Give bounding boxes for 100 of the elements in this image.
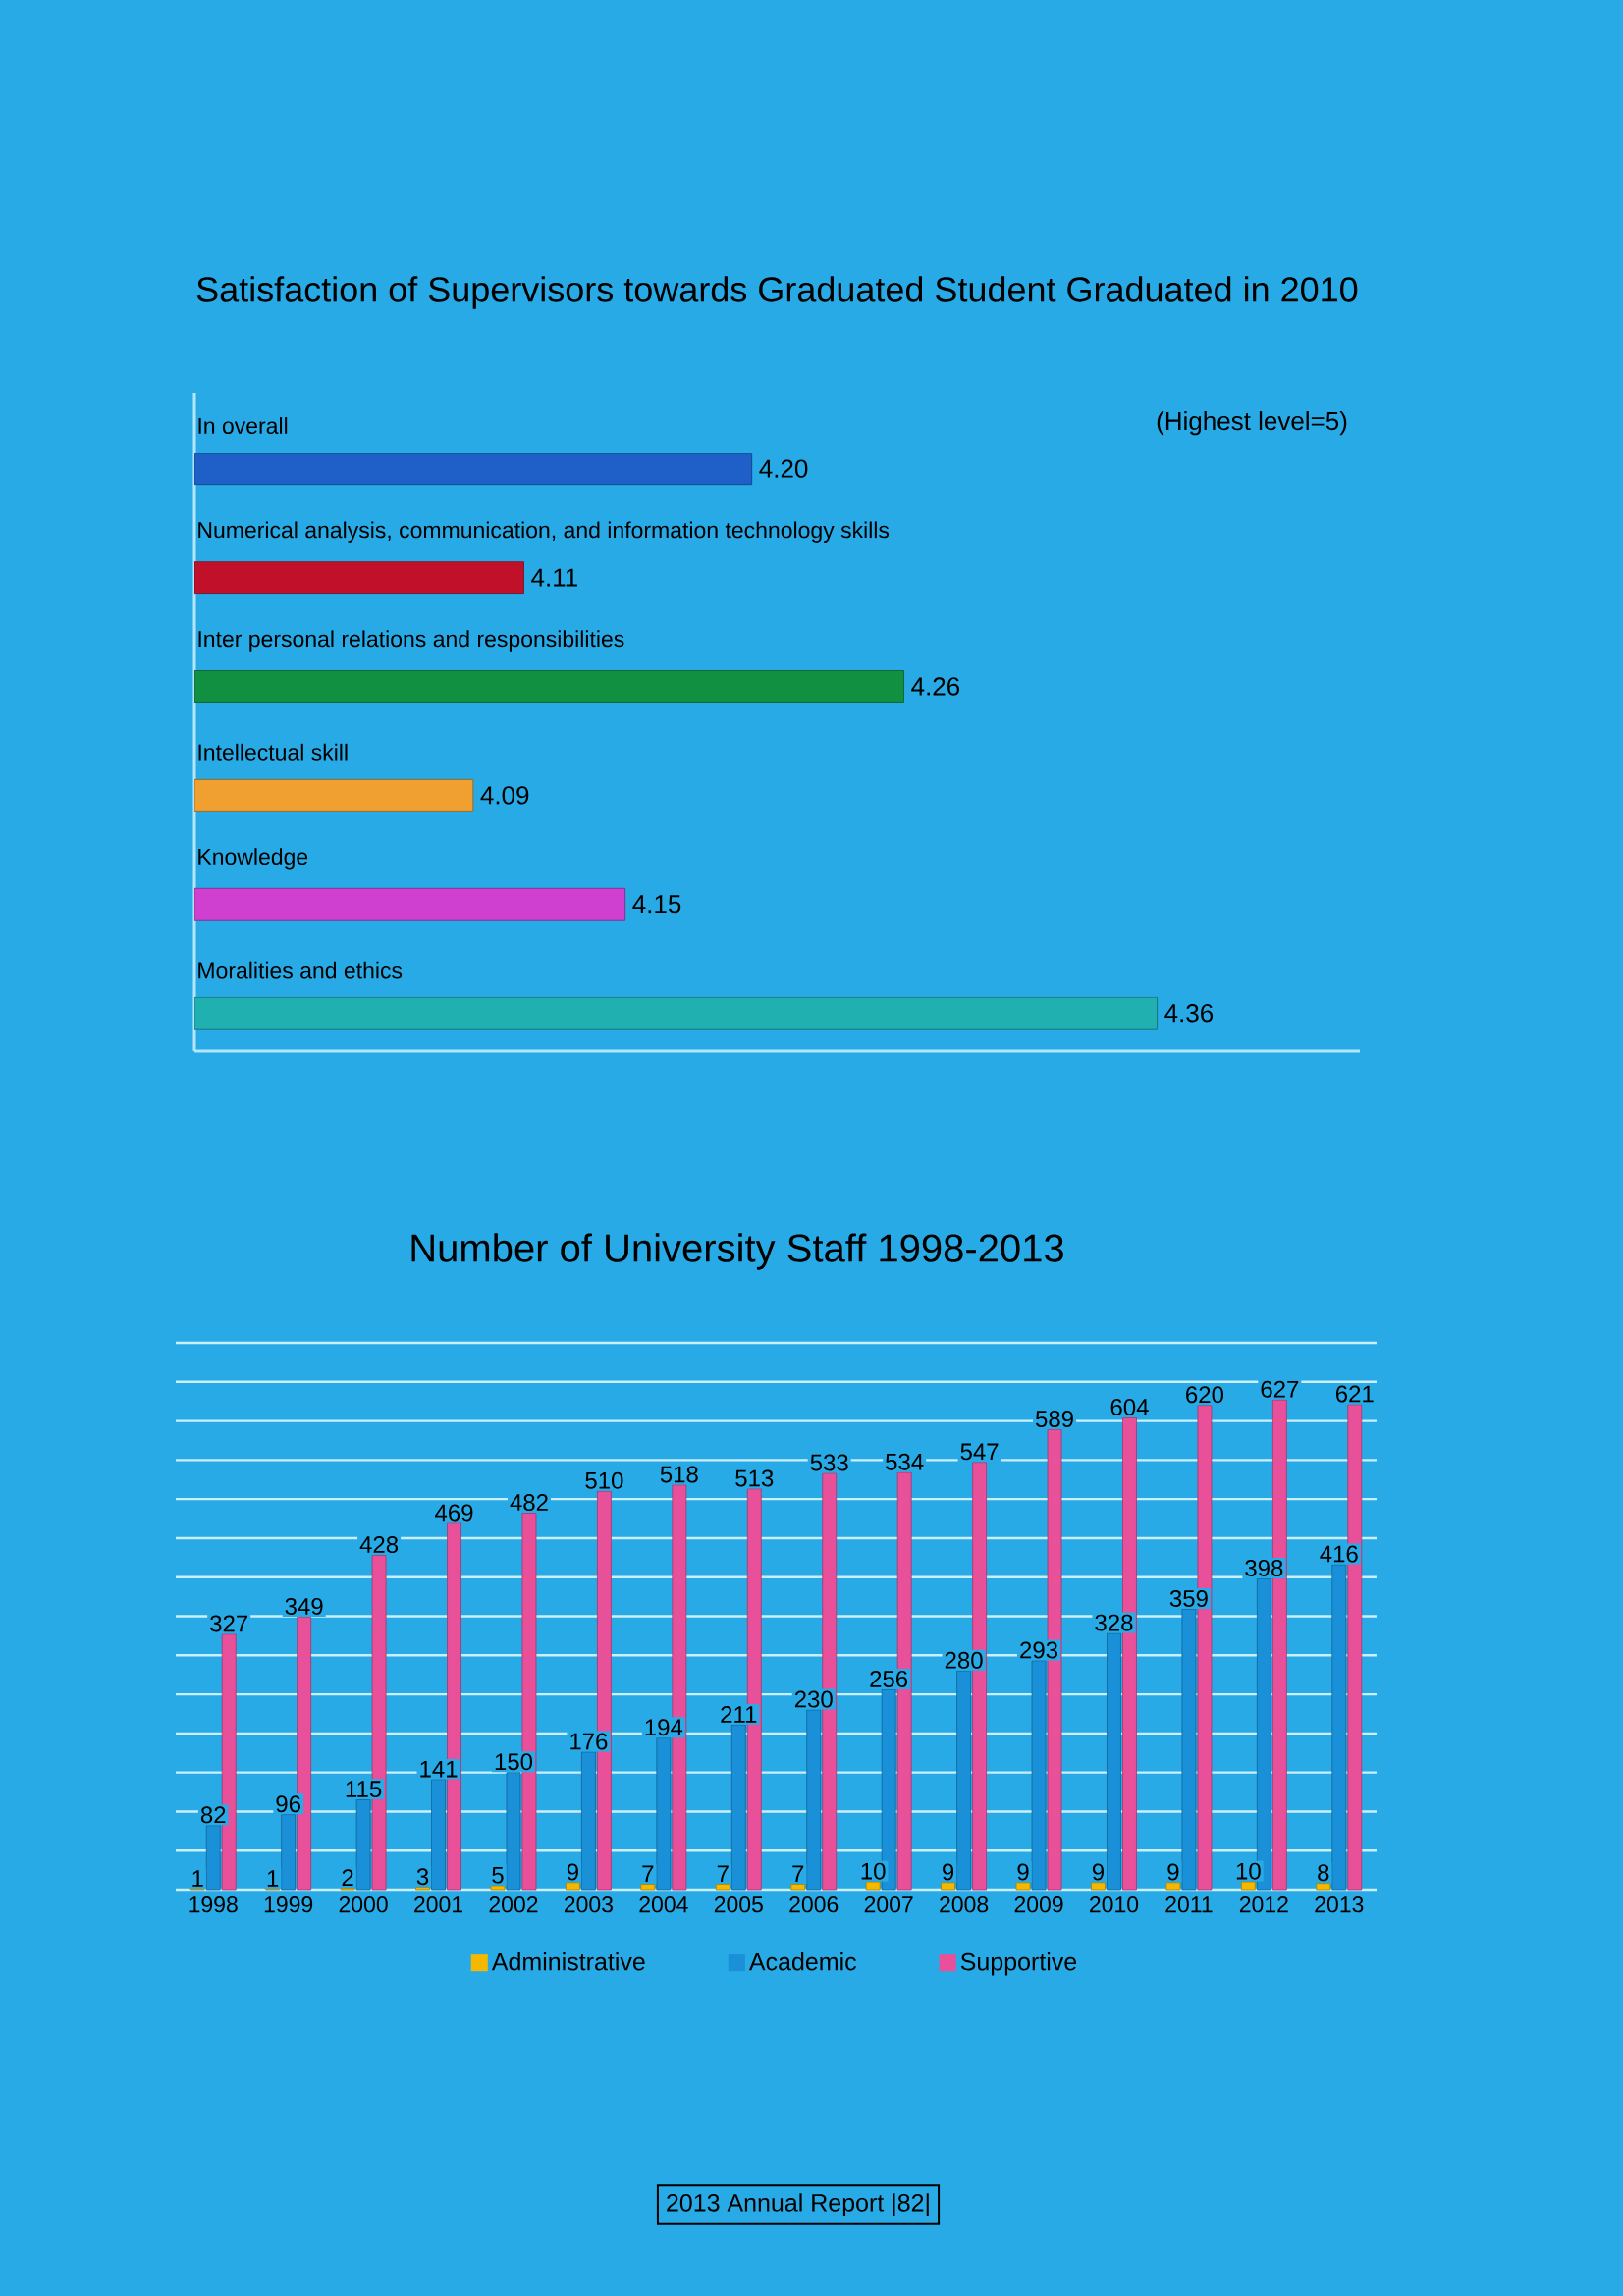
data-label: 9 [1017, 1863, 1029, 1881]
x-tick-label: 2003 [564, 1896, 613, 1913]
bar [355, 1799, 371, 1891]
data-label: 10 [861, 1862, 886, 1880]
data-label: 4.11 [531, 568, 577, 587]
data-label: 4.15 [632, 895, 681, 914]
data-label: 510 [585, 1471, 623, 1489]
data-label: 327 [210, 1615, 248, 1632]
data-label: 469 [435, 1504, 473, 1522]
bar [415, 1887, 430, 1891]
x-tick-label: 2001 [414, 1896, 462, 1913]
legend-label: Administrative [491, 1952, 645, 1971]
bar [790, 1884, 806, 1891]
legend-label: Supportive [960, 1952, 1077, 1976]
x-tick-label: 2010 [1090, 1896, 1139, 1913]
data-label: 534 [886, 1453, 924, 1470]
x-tick-label: 2005 [714, 1896, 763, 1913]
data-label: 518 [660, 1466, 698, 1483]
data-label: 7 [717, 1865, 729, 1883]
bar [1107, 1632, 1121, 1891]
data-label: 211 [721, 1705, 757, 1723]
data-label: 9 [943, 1863, 954, 1881]
data-label: 428 [359, 1536, 399, 1554]
data-label: 194 [645, 1719, 683, 1736]
bar [1316, 1883, 1331, 1891]
data-label: 621 [1335, 1385, 1374, 1403]
data-label: 7 [642, 1865, 654, 1883]
data-label: 533 [810, 1454, 848, 1471]
y-tick-label: In overall [198, 417, 288, 434]
x-tick-label: 2004 [639, 1896, 688, 1913]
data-label: 9 [1092, 1863, 1104, 1881]
legend-label: Academic [748, 1952, 856, 1971]
y-tick-label: Intellectual skill [198, 743, 348, 761]
data-label: 547 [960, 1443, 999, 1461]
data-label: 9 [1167, 1863, 1179, 1881]
text: 2013 Annual Report |82| [667, 2193, 929, 2216]
bar [281, 1814, 297, 1891]
data-label: 359 [1169, 1589, 1208, 1607]
chart-title: Satisfaction of Supervisors towards Graduated Student Graduated in 2010 [196, 276, 1358, 309]
data-label: 256 [870, 1670, 908, 1687]
data-label: 4.09 [480, 786, 529, 805]
bar [1165, 1882, 1181, 1891]
chart-title: Number of University Staff 1998-2013 [411, 1233, 1063, 1270]
x-tick-label: 2002 [489, 1896, 538, 1913]
bar [956, 1670, 971, 1891]
annotation: (Highest level=5) [1157, 411, 1347, 436]
x-tick-label: 1998 [189, 1896, 238, 1913]
data-label: 5 [492, 1866, 504, 1884]
bar [1015, 1882, 1031, 1891]
data-label: 7 [792, 1865, 804, 1883]
x-tick-label: 2012 [1239, 1896, 1288, 1913]
data-label: 3 [416, 1868, 429, 1886]
data-label: 280 [945, 1651, 983, 1669]
data-label: 8 [1318, 1864, 1329, 1882]
data-label: 513 [735, 1469, 774, 1487]
data-label: 9 [567, 1863, 578, 1881]
bar [506, 1772, 521, 1891]
data-label: 150 [495, 1753, 533, 1771]
data-label: 10 [1236, 1862, 1261, 1880]
x-tick-label: 2011 [1165, 1896, 1213, 1913]
data-label: 293 [1020, 1641, 1057, 1659]
data-label: 589 [1035, 1410, 1073, 1427]
bar [205, 1825, 221, 1891]
data-label: 4.36 [1164, 1004, 1214, 1023]
data-label: 620 [1186, 1386, 1223, 1404]
x-tick-label: 2013 [1315, 1896, 1364, 1913]
y-tick-label: Numerical analysis, communication, and information technology skills [198, 521, 890, 543]
y-tick-label: Inter personal relations and responsibilities [198, 630, 624, 652]
x-tick-label: 2009 [1014, 1896, 1063, 1913]
x-tick-label: 1999 [264, 1896, 313, 1913]
bar [566, 1882, 580, 1891]
data-label: 328 [1095, 1614, 1133, 1631]
data-label: 2 [342, 1869, 353, 1887]
data-label: 398 [1245, 1559, 1283, 1576]
bar [806, 1709, 822, 1891]
x-tick-label: 2000 [339, 1896, 388, 1913]
data-label: 1 [267, 1870, 279, 1887]
data-label: 482 [510, 1494, 548, 1512]
data-label: 82 [200, 1806, 226, 1824]
bar [715, 1884, 730, 1891]
data-label: 115 [346, 1781, 382, 1798]
data-label: 604 [1110, 1399, 1149, 1415]
data-label: 1 [192, 1870, 203, 1887]
data-label: 4.26 [911, 677, 960, 696]
data-label: 627 [1261, 1380, 1299, 1398]
data-label: 416 [1320, 1545, 1358, 1563]
bar [490, 1885, 506, 1891]
data-label: 176 [570, 1733, 608, 1750]
x-tick-label: 2007 [864, 1896, 913, 1913]
data-label: 230 [794, 1690, 833, 1708]
bar [941, 1882, 955, 1891]
bar [640, 1884, 656, 1891]
data-label: 4.20 [759, 459, 808, 478]
data-label: 96 [276, 1795, 300, 1813]
data-label: 349 [285, 1597, 323, 1615]
y-tick-label: Knowledge [198, 848, 308, 870]
data-label: 141 [420, 1760, 458, 1778]
y-tick-label: Moralities and ethics [198, 961, 403, 979]
x-tick-label: 2008 [940, 1896, 989, 1913]
x-tick-label: 2006 [789, 1896, 839, 1913]
